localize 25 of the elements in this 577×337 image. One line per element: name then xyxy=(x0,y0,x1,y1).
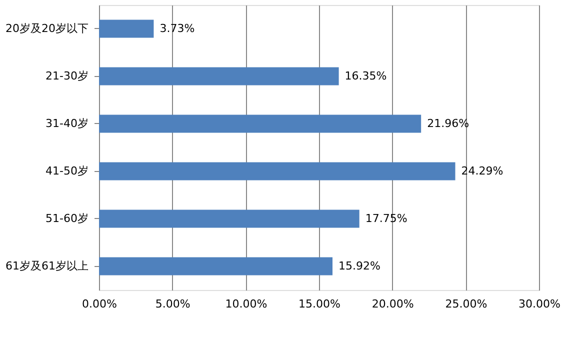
x-tick-label: 5.00% xyxy=(155,298,190,310)
y-tick-label: 51-60岁 xyxy=(46,212,88,225)
data-label: 24.29% xyxy=(461,164,504,178)
x-tick-label: 25.00% xyxy=(445,298,488,310)
y-tick-label: 31-40岁 xyxy=(46,116,88,130)
data-label: 15.92% xyxy=(338,259,380,272)
x-tick-label: 15.00% xyxy=(298,298,340,310)
bar xyxy=(99,210,360,228)
data-label: 3.73% xyxy=(160,22,195,35)
bar xyxy=(99,257,332,276)
data-label: 16.35% xyxy=(344,69,387,82)
y-tick-label: 61岁及61岁以上 xyxy=(6,259,88,272)
x-tick-label: 0.00% xyxy=(82,298,117,310)
bar xyxy=(99,20,154,38)
x-tick-label: 30.00% xyxy=(518,298,560,310)
bar xyxy=(99,114,422,133)
x-tick-label: 10.00% xyxy=(225,298,268,310)
bar xyxy=(99,162,456,180)
data-label: 21.96% xyxy=(427,116,470,130)
x-tick-label: 20.00% xyxy=(372,298,414,310)
y-tick-label: 20岁及20岁以下 xyxy=(6,22,88,35)
y-tick-label: 41-50岁 xyxy=(46,164,88,178)
bar xyxy=(99,67,339,86)
y-tick-label: 21-30岁 xyxy=(46,69,88,82)
data-label: 17.75% xyxy=(365,212,408,225)
